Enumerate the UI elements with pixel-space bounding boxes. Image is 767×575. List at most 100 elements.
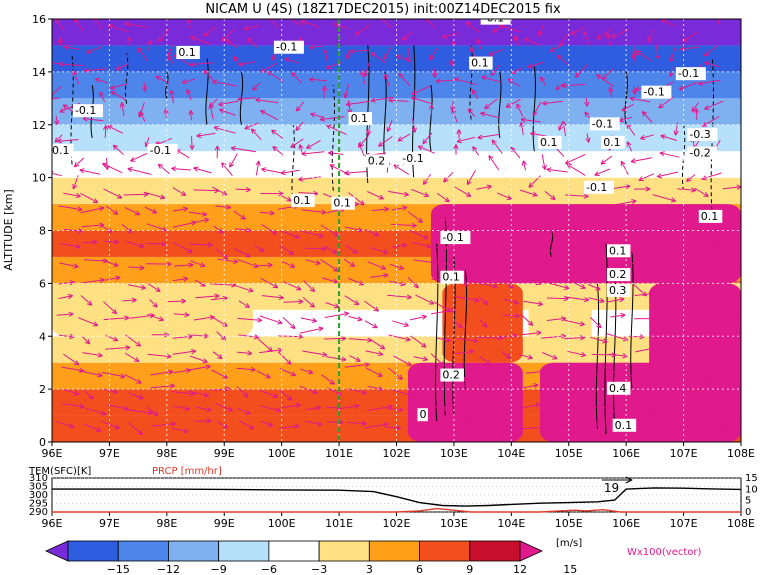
x-tick-label-3: 99E	[214, 447, 235, 460]
sfc-x-tick-label-5: 101E	[325, 517, 353, 530]
wind-vector-514	[452, 320, 463, 329]
wind-vector-396	[589, 243, 601, 251]
wind-vector-139	[370, 96, 394, 103]
w-contour-5	[239, 71, 244, 125]
wind-vector-465	[58, 293, 74, 300]
wind-vector-562	[147, 353, 172, 359]
wind-vector-151	[629, 96, 651, 103]
wind-vector-194	[213, 125, 236, 134]
wind-vector-571	[349, 355, 361, 362]
y-tick-label-6: 12	[32, 119, 46, 132]
wind-vector-502	[193, 314, 215, 321]
wind-vector-549	[541, 333, 567, 339]
wind-vector-689	[217, 420, 229, 429]
wind-vector-88	[632, 50, 638, 64]
u-patch-1	[430, 204, 741, 284]
wind-vector-318	[233, 210, 246, 220]
wind-vector-353	[320, 224, 339, 237]
wind-vector-256	[221, 162, 233, 177]
wind-vector-706	[586, 421, 602, 427]
wind-vector-561	[124, 352, 140, 362]
wind-vector-239	[541, 154, 547, 170]
wind-vector-671	[503, 407, 517, 418]
wind-vector-335	[612, 199, 637, 206]
wind-vector-517	[520, 313, 534, 326]
wind-vector-511	[392, 320, 409, 328]
wind-vector-258	[261, 167, 284, 174]
wind-vector-312	[106, 205, 119, 215]
wind-vector-65	[115, 63, 129, 71]
wind-vector-237	[491, 139, 503, 154]
wind-vector-79	[431, 68, 438, 78]
wind-vector-666	[386, 407, 404, 413]
u-patch-5	[528, 296, 592, 350]
wind-vector-298	[476, 184, 492, 190]
wind-vector-400	[674, 238, 697, 246]
wind-vector-206	[477, 133, 500, 140]
wind-vector-445	[303, 280, 316, 293]
wind-vector-592	[124, 374, 142, 384]
wind-vector-56	[605, 32, 612, 46]
wind-vector-443	[260, 277, 279, 289]
wind-vector-67	[167, 55, 175, 65]
wind-vector-231	[358, 142, 365, 157]
wind-vector-415	[320, 259, 339, 272]
wind-vector-227	[272, 146, 284, 156]
wind-vector-573	[393, 355, 412, 367]
wind-vector-105	[308, 77, 327, 83]
wind-vector-197	[290, 138, 304, 148]
wind-vector-696	[364, 422, 389, 429]
wind-vector-9	[243, 25, 259, 31]
wind-vector-546	[477, 335, 504, 341]
wind-vector-484	[478, 296, 489, 306]
contour-label-26: 0.2	[442, 369, 460, 382]
wind-vector-691	[260, 420, 274, 427]
wind-vector-652	[84, 407, 107, 416]
wind-vector-584	[635, 345, 660, 353]
wind-vector-306	[652, 194, 677, 203]
wind-vector-489	[587, 297, 605, 304]
wind-vector-685	[127, 422, 144, 436]
wind-vector-241	[564, 153, 586, 165]
wind-vector-579	[518, 354, 533, 360]
wind-vector-602	[344, 362, 370, 368]
vector-label: Wx100(vector)	[627, 547, 702, 558]
wind-vector-207	[519, 121, 525, 136]
wind-vector-515	[479, 319, 488, 328]
u-layer-15	[52, 19, 741, 46]
wind-vector-161	[188, 110, 194, 121]
wind-vector-314	[144, 206, 158, 214]
contour-label-24: 0.2	[609, 268, 627, 281]
contour-label-bg-8	[589, 117, 620, 131]
wind-vector-431	[672, 255, 698, 261]
wind-vector-189	[107, 125, 124, 134]
wind-vector-464	[723, 281, 741, 283]
wind-vector-245	[659, 151, 680, 158]
wind-vector-55	[582, 30, 590, 45]
wind-vector-585	[653, 351, 671, 360]
wind-vector-699	[431, 426, 441, 436]
wind-vector-193	[196, 132, 216, 139]
wind-vector-203	[422, 132, 433, 145]
wind-vector-655	[146, 406, 159, 417]
wind-vector-492	[653, 300, 675, 308]
contour-label-10: -0.1	[150, 144, 171, 157]
contour-label-3: 0.1	[471, 57, 489, 70]
sfc-left-tick-4: 310	[29, 473, 48, 484]
wind-vector-288	[260, 190, 284, 197]
wind-vector-552	[606, 333, 629, 342]
x-tick-label-7: 103E	[440, 447, 468, 460]
contour-label-bg-22	[606, 244, 631, 258]
wind-vector-347	[190, 217, 210, 224]
wind-vector-630	[279, 389, 293, 401]
wind-vector-218	[73, 157, 85, 168]
wind-vector-284	[172, 187, 187, 196]
wind-vector-374	[103, 239, 119, 245]
x-tick-label-8: 104E	[497, 447, 525, 460]
sfc-left-tick-0: 290	[29, 507, 48, 518]
wind-vector-158	[119, 102, 125, 116]
wind-vector-98	[155, 75, 171, 85]
chart-title: NICAM U (4S) (18Z17DEC2015) init:00Z14DE…	[205, 2, 561, 17]
wind-vector-300	[519, 189, 538, 197]
wind-vector-16	[401, 31, 413, 41]
